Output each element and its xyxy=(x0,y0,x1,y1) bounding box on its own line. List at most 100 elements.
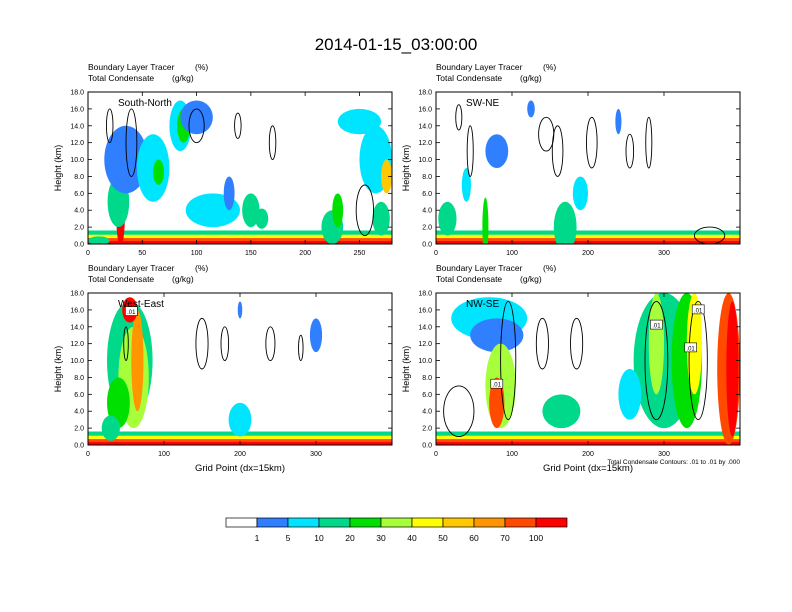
x-tick-label: 200 xyxy=(582,451,594,458)
tracer-cell-15 xyxy=(332,193,344,228)
condensate-contour-6 xyxy=(688,300,708,421)
tracer-cell-2 xyxy=(470,318,524,353)
tracer-cell-9 xyxy=(180,100,213,135)
panel-west-east: .01 0.0 2.0 4.0 6.0 8.0 10.0 12.0 14.0 16.0 18.0 0 1… xyxy=(53,263,393,474)
plot-frame xyxy=(87,91,393,245)
y-tick-label: 4.0 xyxy=(74,208,84,215)
tracer-cell-7 xyxy=(648,293,665,395)
colorbar-swatch-9 xyxy=(473,517,506,528)
condensate-contour-5 xyxy=(586,116,598,169)
y-tick-label: 16.0 xyxy=(70,307,84,314)
tracer-cell-19 xyxy=(372,201,390,236)
field-label: Boundary Layer Tracer xyxy=(88,263,175,273)
surface-band-4 xyxy=(88,241,392,244)
tracer-cell-7 xyxy=(572,176,589,211)
y-tick-label: 6.0 xyxy=(74,392,84,399)
condensate-contour-3 xyxy=(188,108,205,144)
field-unit: (%) xyxy=(195,263,208,273)
y-tick-label: 4.0 xyxy=(74,409,84,416)
panel-nw-se: .01 .01 .01 .01 0.0 2.0 4.0 6.0 8.0 10.0 12.0 14.0 1… xyxy=(401,263,741,474)
x-tick-label: 50 xyxy=(138,250,146,257)
panel-name: NW-SE xyxy=(466,299,499,310)
colorbar-swatch-11 xyxy=(535,517,568,528)
surface-band-3 xyxy=(88,238,392,244)
contour-label-text: .01 xyxy=(652,324,661,330)
y-tick-label: 0.0 xyxy=(422,242,432,249)
condensate-contour-5 xyxy=(268,125,277,161)
condensate-contour-5 xyxy=(298,334,304,362)
y-tick-label: 12.0 xyxy=(70,341,84,348)
tracer-cell-11 xyxy=(223,176,235,211)
colorbar-swatch-5 xyxy=(349,517,382,528)
x-tick-label: 300 xyxy=(658,451,670,458)
panel-south-north: 0.0 2.0 4.0 6.0 8.0 10.0 12.0 14.0 16.0 18.0 0 50 10… xyxy=(53,62,393,257)
condensate-contour-2 xyxy=(466,125,474,177)
tracer-cell-5 xyxy=(527,100,535,118)
y-tick-label: 10.0 xyxy=(418,157,432,164)
condensate-contour-2 xyxy=(125,108,138,177)
colorbar-tick-label: 40 xyxy=(407,533,417,543)
condensate-contour-4 xyxy=(551,125,564,177)
contour-label-text: .01 xyxy=(127,310,136,316)
panel-name: SW-NE xyxy=(466,98,499,109)
x-tick-label: 200 xyxy=(234,451,246,458)
contour-field-label: Total Condensate xyxy=(436,73,502,83)
condensate-contour-1 xyxy=(123,326,129,362)
field-label: Boundary Layer Tracer xyxy=(436,62,523,72)
plot-background xyxy=(436,92,740,244)
tracer-cell-5 xyxy=(107,377,130,429)
contour-label-4: .01 xyxy=(684,342,697,352)
colorbar-swatch-8 xyxy=(442,517,475,528)
panel-sw-ne: 0.0 2.0 4.0 6.0 8.0 10.0 12.0 14.0 16.0 18.0 0 100 2… xyxy=(401,62,741,257)
x-tick-label: 0 xyxy=(434,250,438,257)
x-tick-label: 0 xyxy=(86,250,90,257)
colorbar-tick-label: 30 xyxy=(376,533,386,543)
x-tick-label: 100 xyxy=(158,451,170,458)
tracer-field xyxy=(88,100,392,244)
y-tick-label: 4.0 xyxy=(422,409,432,416)
figure-title: 2014-01-15_03:00:00 xyxy=(315,35,478,54)
contour-label-1: .01 xyxy=(490,378,504,389)
panel-name: South-North xyxy=(118,98,172,109)
tracer-cell-5 xyxy=(136,134,170,202)
y-tick-label: 14.0 xyxy=(70,324,84,331)
contour-label-2: .01 xyxy=(650,319,663,330)
colorbar-tick-label: 60 xyxy=(469,533,479,543)
y-tick-label: 6.0 xyxy=(422,392,432,399)
y-tick-label: 0.0 xyxy=(422,443,432,450)
x-tick-label: 300 xyxy=(658,250,670,257)
y-tick-label: 6.0 xyxy=(422,191,432,198)
y-tick-label: 8.0 xyxy=(422,375,432,382)
condensate-contour-1 xyxy=(443,385,475,438)
y-tick-label: 10.0 xyxy=(418,358,432,365)
y-tick-label: 12.0 xyxy=(418,140,432,147)
colorbar-tick-label: 100 xyxy=(529,533,543,543)
condensate-contour-6 xyxy=(355,184,374,237)
y-axis-label: Height (km) xyxy=(53,145,63,192)
x-tick-label: 100 xyxy=(506,451,518,458)
field-unit: (%) xyxy=(543,62,556,72)
condensate-contour-6 xyxy=(625,133,635,169)
contour-field-unit: (g/kg) xyxy=(172,73,194,83)
panels: 0.0 2.0 4.0 6.0 8.0 10.0 12.0 14.0 16.0 18.0 0 50 10… xyxy=(53,62,741,474)
y-tick-label: 4.0 xyxy=(422,208,432,215)
y-tick-label: 0.0 xyxy=(74,443,84,450)
x-tick-label: 200 xyxy=(582,250,594,257)
tracer-cell-12 xyxy=(242,193,260,228)
tracer-cell-6 xyxy=(101,415,120,441)
y-tick-label: 16.0 xyxy=(418,106,432,113)
y-tick-label: 12.0 xyxy=(418,341,432,348)
colorbar-tick-label: 1 xyxy=(255,533,260,543)
y-tick-label: 6.0 xyxy=(74,191,84,198)
colorbar-tick-label: 5 xyxy=(286,533,291,543)
colorbar-swatch-3 xyxy=(287,517,320,528)
condensate-contour-1 xyxy=(455,104,463,131)
tracer-cell-13 xyxy=(255,208,269,229)
y-tick-label: 14.0 xyxy=(418,324,432,331)
colorbar-tick-label: 50 xyxy=(438,533,448,543)
y-tick-label: 12.0 xyxy=(70,140,84,147)
condensate-contour-5 xyxy=(644,300,669,421)
y-tick-label: 2.0 xyxy=(422,426,432,433)
condensate-contour-8 xyxy=(693,226,726,244)
